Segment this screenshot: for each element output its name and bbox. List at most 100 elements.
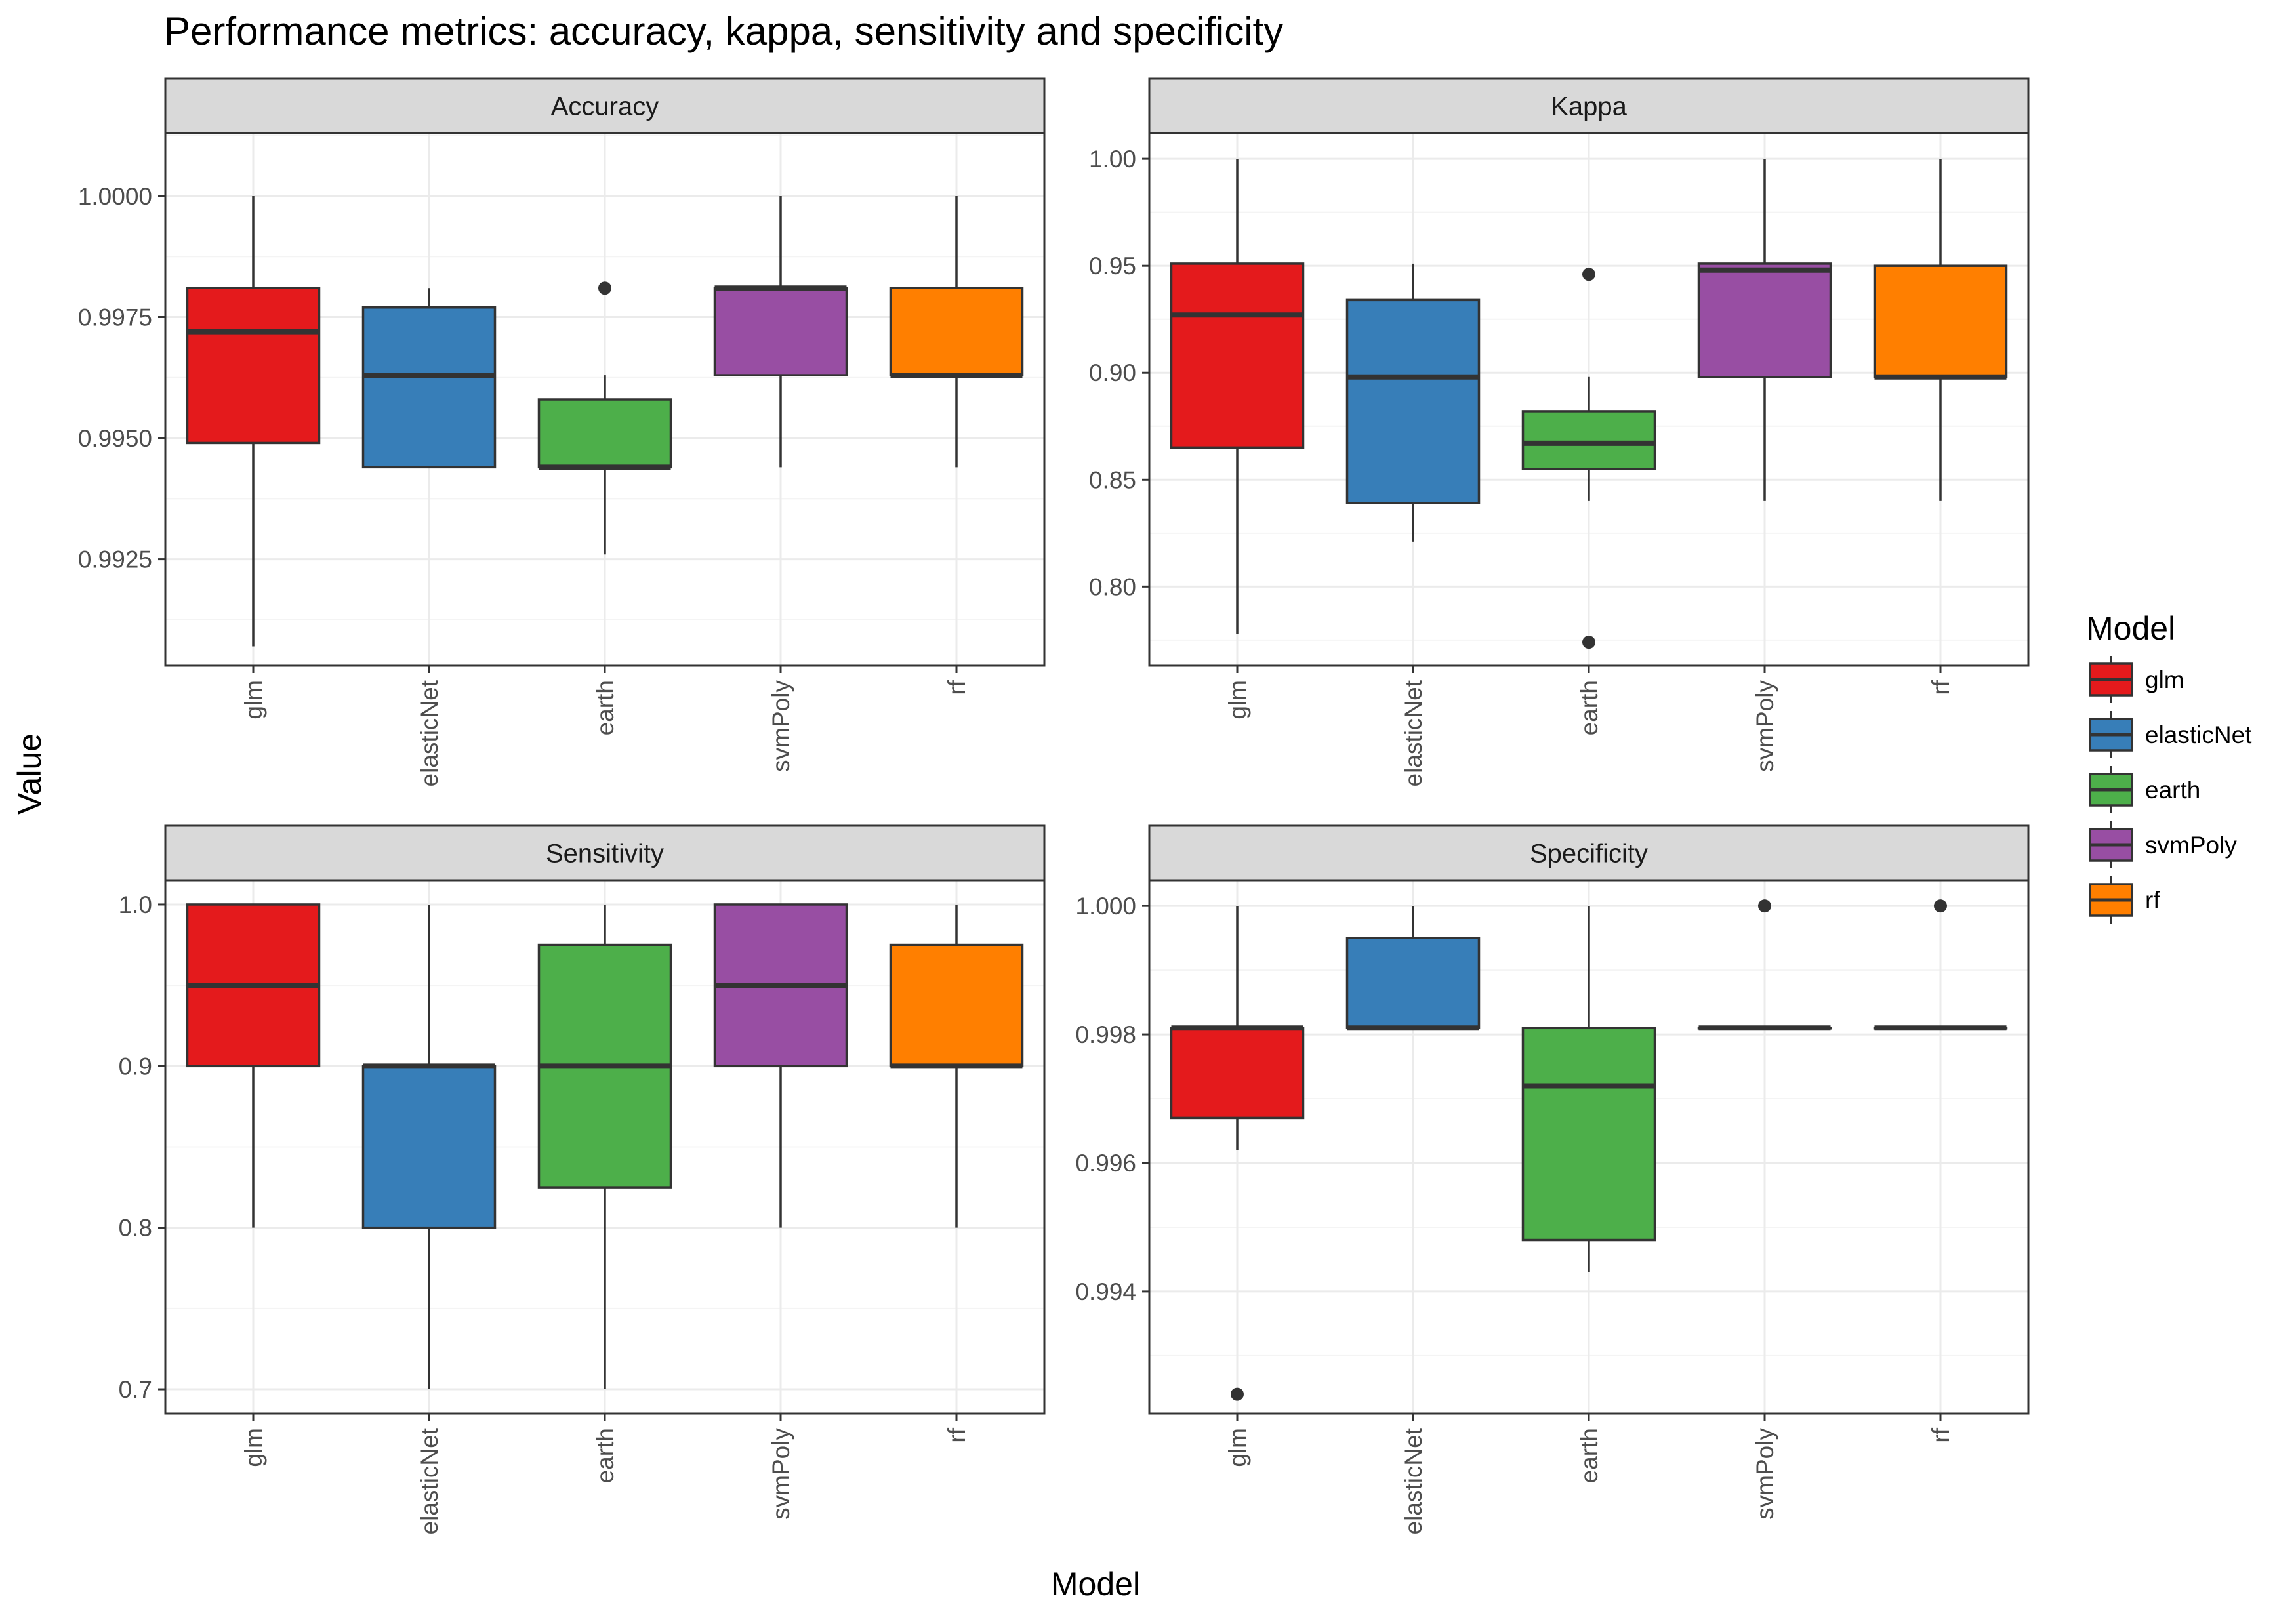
strip-label: Kappa [1551,92,1627,121]
box-svmPoly [713,195,848,468]
box-body [537,398,672,469]
box-rf [889,904,1024,1228]
legend-title: Model [2086,610,2175,647]
x-tick-label: glm [240,680,267,720]
x-tick-label: svmPoly [768,680,794,772]
outlier-point [1582,268,1595,281]
box-body [186,287,321,445]
box-earth [1521,268,1656,649]
y-tick-label: 0.9950 [78,425,152,452]
y-tick-label: 0.90 [1089,359,1136,386]
y-tick-label: 0.994 [1075,1278,1136,1305]
outlier-point [1934,899,1947,913]
box-body [1345,298,1481,504]
x-tick-label: svmPoly [1752,1428,1778,1520]
box-glm [1170,906,1305,1401]
y-tick-label: 1.0000 [78,183,152,210]
box-body [1521,410,1656,470]
box-glm [1170,159,1305,634]
box-glm [186,195,321,647]
legend-item-svmPoly: svmPoly [2089,821,2237,868]
outlier-point [598,281,611,295]
y-tick-label: 0.9925 [78,546,152,573]
y-tick-label: 0.8 [119,1215,152,1242]
box-body [889,943,1024,1068]
legend-label: svmPoly [2145,832,2237,859]
legend-label: elasticNet [2145,722,2252,748]
box-body [361,306,497,469]
x-tick-label: earth [592,1428,619,1483]
y-tick-label: 0.9 [119,1053,152,1080]
panel-accuracy: Accuracy 0.9925 0.9950 0.9975 1.0000 glm elast… [78,77,1046,786]
panel-specificity: Specificity 0.994 0.996 0.998 1.000 glm elasti… [1075,824,2030,1534]
panel-kappa: Kappa 0.80 0.85 0.90 0.95 1.00 glm elasticNet ea… [1089,77,2030,786]
box-glm [186,903,321,1228]
y-tick-label: 1.000 [1075,893,1136,920]
box-earth [1521,906,1656,1272]
box-svmPoly [1697,899,1832,1031]
y-tick-label: 0.998 [1075,1021,1136,1048]
legend-label: earth [2145,777,2200,804]
box-body [1521,1027,1656,1242]
outlier-point [1231,1387,1244,1401]
facet-panels: Accuracy 0.9925 0.9950 0.9975 1.0000 glm elast… [78,77,2030,1534]
box-body [1345,937,1481,1030]
x-axis-title: Model [1051,1566,1140,1602]
x-tick-label: svmPoly [1752,680,1778,772]
box-body [713,287,848,376]
x-tick-label: rf [1927,1427,1954,1442]
y-tick-label: 0.80 [1089,573,1136,600]
x-tick-label: glm [240,1428,267,1467]
box-body [1170,1027,1305,1120]
box-body [889,287,1024,376]
y-tick-label: 0.996 [1075,1150,1136,1177]
box-elasticNet [1345,263,1481,542]
legend-item-earth: earth [2089,766,2200,813]
box-elasticNet [1345,906,1481,1031]
x-tick-label: elasticNet [416,1427,443,1534]
y-tick-label: 0.7 [119,1376,152,1403]
x-tick-label: glm [1224,1428,1251,1467]
strip-label: Sensitivity [546,840,664,868]
strip-background [164,824,1046,882]
box-body [361,1065,497,1229]
legend-item-rf: rf [2089,876,2160,924]
x-tick-label: elasticNet [416,680,443,786]
x-tick-label: elasticNet [1400,680,1427,786]
box-elasticNet [361,904,497,1390]
legend-item-elasticNet: elasticNet [2089,711,2252,758]
box-earth [537,281,672,555]
x-tick-label: earth [1576,680,1603,735]
legend: Model glm elasticNet earth svmPoly rf [2086,610,2252,924]
x-tick-label: rf [943,680,970,695]
y-tick-label: 1.00 [1089,146,1136,173]
box-svmPoly [1697,159,1832,501]
y-tick-label: 0.9975 [78,304,152,331]
chart-title: Performance metrics: accuracy, kappa, se… [164,9,1283,53]
strip-background [1148,77,2030,134]
panel-sensitivity: Sensitivity 0.7 0.8 0.9 1.0 glm elasticNet eart… [119,824,1046,1534]
box-body [1170,262,1305,449]
y-tick-label: 0.85 [1089,466,1136,493]
y-tick-label: 0.95 [1089,253,1136,279]
x-tick-label: rf [1927,680,1954,695]
box-body [1873,264,2008,378]
box-earth [537,904,672,1390]
x-tick-label: earth [592,680,619,735]
x-tick-label: glm [1224,680,1251,720]
x-tick-label: rf [943,1427,970,1442]
strip-background [164,77,1046,134]
strip-label: Accuracy [551,92,659,121]
x-tick-label: svmPoly [768,1428,794,1520]
legend-label: rf [2145,887,2160,914]
box-elasticNet [361,288,497,469]
box-body [1697,262,1832,378]
legend-item-glm: glm [2089,656,2184,703]
y-axis-title: Value [11,733,48,815]
outlier-point [1582,636,1595,649]
x-tick-label: elasticNet [1400,1427,1427,1534]
box-rf [1873,899,2008,1031]
box-rf [889,195,1024,468]
strip-label: Specificity [1530,840,1648,868]
